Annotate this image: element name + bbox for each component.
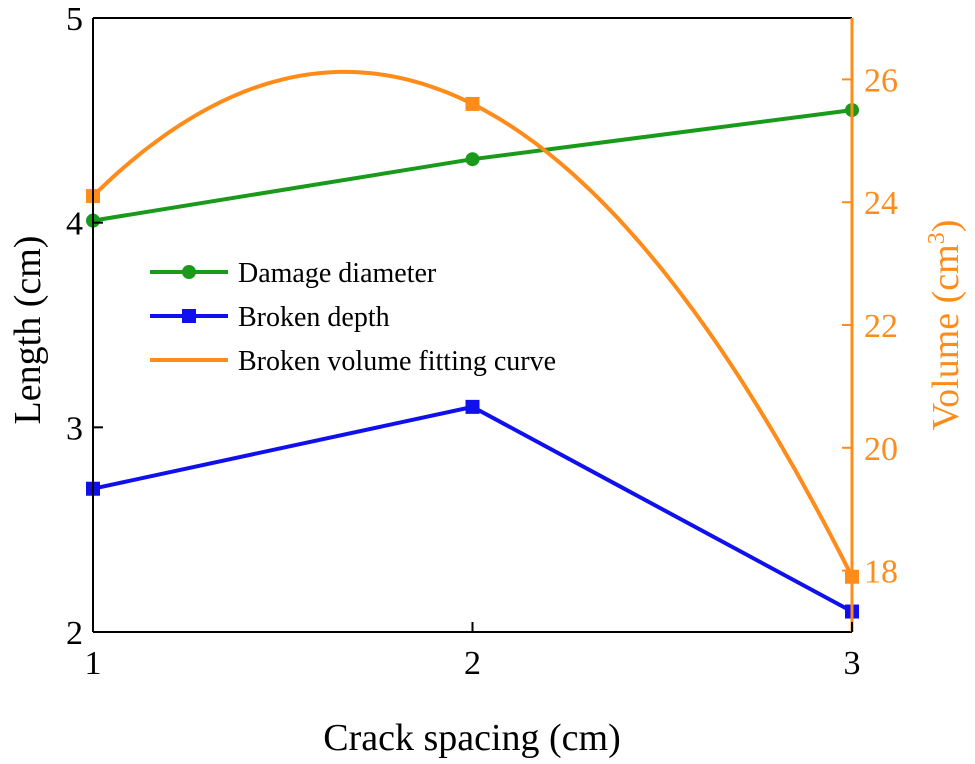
broken-depth-line [92, 404, 853, 614]
y-left-tick-label: 2 [66, 615, 83, 652]
y-right-tick-label: 18 [864, 554, 898, 591]
legend-label-damage-diameter: Damage diameter [238, 258, 437, 289]
y-right-axis-title-close: ) [925, 220, 967, 233]
x-tick-label: 3 [844, 645, 861, 682]
legend-label-broken-volume-fitting-curve: Broken volume fitting curve [238, 346, 556, 377]
legend-marker-damage-diameter [182, 265, 196, 279]
y-right-axis-title-sup: 3 [924, 232, 950, 244]
y-left-axis-title: Length (cm) [7, 236, 49, 425]
legend-marker-broken-depth [182, 309, 196, 323]
x-tick-label: 1 [85, 645, 102, 682]
damage-diameter-point [465, 152, 480, 167]
y-right-tick-label: 20 [864, 431, 898, 468]
broken-volume-fitting-curve-point [465, 96, 480, 111]
y-right-tick-label: 24 [864, 185, 898, 222]
x-tick-label: 2 [464, 645, 481, 682]
y-left-tick-label: 3 [66, 410, 83, 447]
y-right-axis-title: Volume (cm3) [924, 220, 967, 431]
y-right-tick-label: 22 [864, 308, 898, 345]
y-right-axis-title-main: Volume (cm [925, 244, 967, 430]
y-left-tick-label: 4 [66, 206, 83, 243]
legend-label-broken-depth: Broken depth [238, 302, 390, 333]
y-left-tick-label: 5 [66, 1, 83, 38]
broken-volume-fitting-curve-curve [91, 69, 854, 578]
y-right-tick-label: 26 [864, 62, 898, 99]
broken-depth-point [465, 399, 480, 414]
x-axis-title: Crack spacing (cm) [323, 717, 621, 759]
legend: Damage diameter Broken depth Broken volume… [150, 258, 556, 377]
